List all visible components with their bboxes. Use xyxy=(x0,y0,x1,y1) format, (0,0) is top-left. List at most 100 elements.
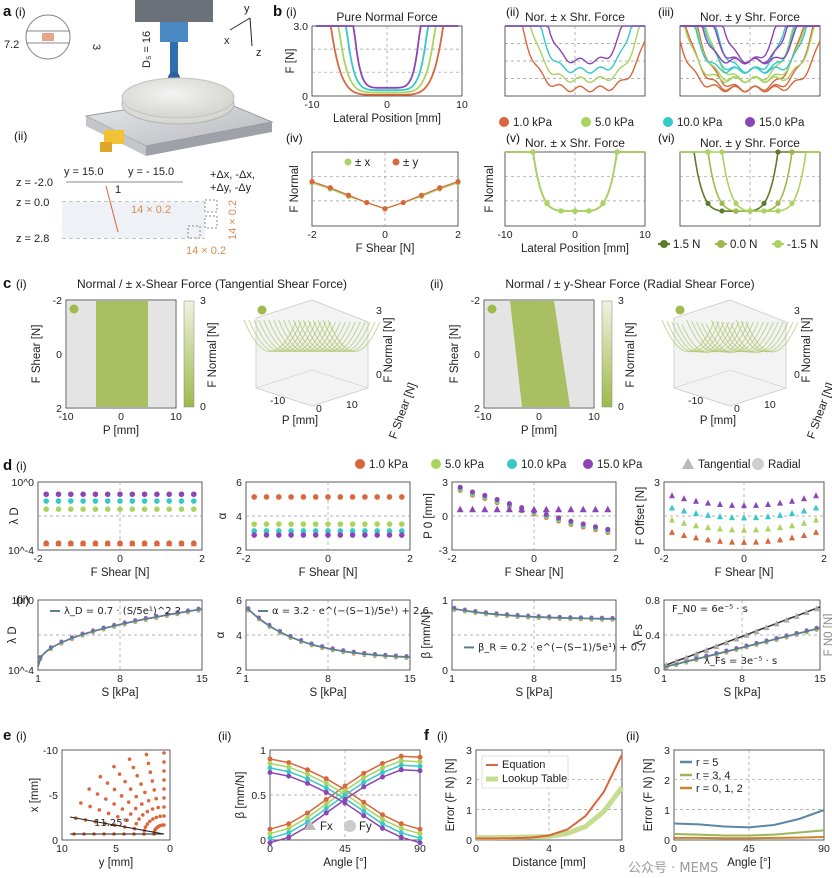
base-plate-edge xyxy=(146,122,272,156)
legend-label: 10.0 kPa xyxy=(521,459,567,471)
surface-line xyxy=(322,319,376,352)
panel-e-i-label: (i) xyxy=(16,729,27,743)
sample-point xyxy=(117,772,122,776)
data-point xyxy=(470,489,475,495)
sample-point xyxy=(152,788,157,792)
y-tick-label: 3 xyxy=(466,745,472,757)
data-point-tangential xyxy=(55,540,62,547)
data-point-tangential xyxy=(813,605,820,612)
y-tick-label: 1 xyxy=(466,805,472,817)
angle-label: 11.25° xyxy=(94,818,128,829)
z-level-1: z = -2.0 xyxy=(16,177,53,189)
series-line xyxy=(505,25,646,93)
y-tick-label: 0 xyxy=(474,349,480,361)
data-point xyxy=(312,532,319,538)
x-tick-label: 0 xyxy=(473,843,479,855)
x-tick-label: 0 xyxy=(167,843,173,855)
data-point-tangential xyxy=(693,650,700,657)
data-point xyxy=(741,538,747,545)
dim-3: 3 xyxy=(90,44,102,50)
y-tick-label: 6 xyxy=(236,595,242,607)
x-tick-label: 1 xyxy=(35,673,41,685)
legend-label: Lookup Table xyxy=(502,773,567,785)
sample-point xyxy=(143,825,148,829)
y-axis-label: λ D xyxy=(7,626,19,643)
data-point xyxy=(789,497,795,504)
y-tick-label: -3 xyxy=(439,545,448,557)
x-axis-label: P [mm] xyxy=(103,425,139,437)
data-point xyxy=(775,208,781,214)
data-point xyxy=(417,768,423,774)
data-point xyxy=(753,514,759,521)
y-tick-label: 10^-4 xyxy=(8,545,34,557)
sample-point xyxy=(95,792,100,796)
data-point xyxy=(761,208,767,214)
sample-point xyxy=(134,821,139,826)
data-point xyxy=(267,826,273,832)
data-point-tangential xyxy=(493,505,501,513)
data-point xyxy=(104,498,111,504)
legend-marker xyxy=(745,117,755,127)
surface-grid xyxy=(729,369,787,389)
panel-c-i-label: (i) xyxy=(16,277,27,291)
y-axis-label: Error (F N) [N] xyxy=(445,759,457,832)
x-tick-label: 10 xyxy=(639,229,651,241)
y-tick-label: 0.8 xyxy=(645,595,660,607)
data-point xyxy=(705,499,711,506)
data-point xyxy=(342,792,348,798)
panel-label-d: d xyxy=(3,457,12,474)
sample-point xyxy=(120,807,125,811)
data-point xyxy=(753,538,759,545)
equation: F_N0 = 6e⁻⁵ · s xyxy=(672,604,748,615)
panel-d: d (i) (ii) 1.0 kPa 5.0 kPa 10.0 kPa 15.0 kP… xyxy=(3,457,801,607)
y-tick-label: 4 xyxy=(236,630,242,642)
legend-label: ± y xyxy=(403,157,419,169)
data-point xyxy=(494,497,500,503)
data-point xyxy=(323,780,329,786)
data-point xyxy=(80,506,86,512)
x-tick-label: 0 xyxy=(536,411,542,423)
surface-line xyxy=(288,319,341,352)
legend-label: Fx xyxy=(320,821,333,833)
data-point-tangential xyxy=(604,505,612,513)
data-point xyxy=(398,758,404,764)
x-axis-label: S [kPa] xyxy=(101,687,138,699)
data-point xyxy=(741,514,747,521)
data-point-tangential xyxy=(141,540,148,547)
data-point xyxy=(681,519,687,526)
data-point xyxy=(455,179,461,185)
data-point xyxy=(717,537,723,544)
data-point-tangential xyxy=(166,540,173,547)
x-tick-label: 8 xyxy=(531,673,537,685)
surface-box xyxy=(673,299,787,407)
series-line-Fx xyxy=(269,771,421,844)
data-point-tangential xyxy=(567,505,575,513)
data-point xyxy=(362,494,368,500)
data-point xyxy=(741,502,747,509)
data-point xyxy=(263,532,270,538)
data-point-tangential xyxy=(673,658,680,665)
y-tick-label: 10^0 xyxy=(12,477,35,489)
surface-line xyxy=(278,319,332,352)
y-axis-label: β [mm/N] xyxy=(421,612,433,659)
legend-marker xyxy=(355,459,365,469)
legend-marker xyxy=(431,459,441,469)
legend-marker xyxy=(392,158,400,166)
chart-b-ii: Nor. ± x Shr. Force xyxy=(504,10,646,97)
x-tick-label: 15 xyxy=(404,673,416,685)
grid-label-2: 14 × 0.2 xyxy=(227,200,239,240)
sample-point xyxy=(144,752,149,757)
data-point-tangential xyxy=(481,505,489,513)
data-point-tangential xyxy=(67,540,74,547)
sample-point xyxy=(156,805,160,810)
data-point xyxy=(543,511,549,517)
data-point xyxy=(325,494,331,500)
data-point-tangential xyxy=(542,505,550,513)
y-tick-label: 10^0 xyxy=(12,595,35,607)
x-tick-label: 2 xyxy=(199,553,205,565)
fit-line-FN0 xyxy=(663,606,821,667)
x-axis-label: P [mm] xyxy=(521,425,557,437)
watermark: 公众号 · MEMS xyxy=(628,861,718,876)
